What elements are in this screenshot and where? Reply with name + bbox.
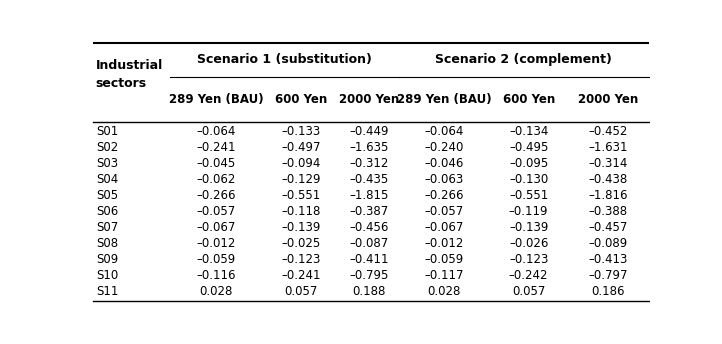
- Text: –0.797: –0.797: [588, 269, 628, 282]
- Text: Industrial
sectors: Industrial sectors: [96, 59, 163, 90]
- Text: –0.059: –0.059: [196, 253, 236, 266]
- Text: S02: S02: [96, 141, 118, 154]
- Text: –0.057: –0.057: [425, 205, 464, 218]
- Text: –0.266: –0.266: [196, 189, 236, 202]
- Text: –0.046: –0.046: [425, 157, 464, 170]
- Text: –0.456: –0.456: [349, 221, 388, 234]
- Text: –0.123: –0.123: [281, 253, 321, 266]
- Text: –0.094: –0.094: [281, 157, 321, 170]
- Text: –0.095: –0.095: [509, 157, 548, 170]
- Text: S05: S05: [96, 189, 118, 202]
- Text: S08: S08: [96, 237, 118, 250]
- Text: 0.057: 0.057: [284, 285, 318, 298]
- Text: –0.064: –0.064: [425, 125, 464, 138]
- Text: –0.130: –0.130: [509, 173, 548, 186]
- Text: S10: S10: [96, 269, 118, 282]
- Text: –0.452: –0.452: [588, 125, 628, 138]
- Text: –0.062: –0.062: [196, 173, 236, 186]
- Text: Scenario 1 (substitution): Scenario 1 (substitution): [197, 53, 372, 66]
- Text: –0.116: –0.116: [196, 269, 236, 282]
- Text: –1.631: –1.631: [588, 141, 628, 154]
- Text: S07: S07: [96, 221, 118, 234]
- Text: –0.067: –0.067: [196, 221, 236, 234]
- Text: –0.241: –0.241: [281, 269, 321, 282]
- Text: Scenario 2 (complement): Scenario 2 (complement): [435, 53, 612, 66]
- Text: S11: S11: [96, 285, 118, 298]
- Text: 289 Yen (BAU): 289 Yen (BAU): [396, 93, 491, 106]
- Text: –0.241: –0.241: [196, 141, 236, 154]
- Text: –0.438: –0.438: [588, 173, 628, 186]
- Text: –0.064: –0.064: [196, 125, 236, 138]
- Text: –0.240: –0.240: [425, 141, 464, 154]
- Text: –0.089: –0.089: [588, 237, 628, 250]
- Text: –0.795: –0.795: [349, 269, 388, 282]
- Text: –0.139: –0.139: [281, 221, 321, 234]
- Text: –0.117: –0.117: [425, 269, 464, 282]
- Text: –0.059: –0.059: [425, 253, 464, 266]
- Text: –0.133: –0.133: [281, 125, 321, 138]
- Text: –0.139: –0.139: [509, 221, 548, 234]
- Text: –0.057: –0.057: [196, 205, 236, 218]
- Text: –0.314: –0.314: [588, 157, 628, 170]
- Text: –0.134: –0.134: [509, 125, 548, 138]
- Text: –0.012: –0.012: [196, 237, 236, 250]
- Text: 600 Yen: 600 Yen: [274, 93, 327, 106]
- Text: –0.551: –0.551: [281, 189, 321, 202]
- Text: –1.816: –1.816: [588, 189, 628, 202]
- Text: 600 Yen: 600 Yen: [503, 93, 554, 106]
- Text: –0.087: –0.087: [349, 237, 388, 250]
- Text: –0.012: –0.012: [425, 237, 464, 250]
- Text: 0.057: 0.057: [512, 285, 545, 298]
- Text: 2000 Yen: 2000 Yen: [578, 93, 638, 106]
- Text: –0.063: –0.063: [425, 173, 464, 186]
- Text: –1.815: –1.815: [349, 189, 388, 202]
- Text: –0.388: –0.388: [588, 205, 628, 218]
- Text: –0.497: –0.497: [281, 141, 321, 154]
- Text: S06: S06: [96, 205, 118, 218]
- Text: S04: S04: [96, 173, 118, 186]
- Text: –0.449: –0.449: [349, 125, 388, 138]
- Text: –0.495: –0.495: [509, 141, 548, 154]
- Text: –0.435: –0.435: [349, 173, 388, 186]
- Text: –0.045: –0.045: [196, 157, 236, 170]
- Text: –0.411: –0.411: [349, 253, 388, 266]
- Text: –0.413: –0.413: [588, 253, 628, 266]
- Text: –1.635: –1.635: [349, 141, 388, 154]
- Text: –0.266: –0.266: [425, 189, 464, 202]
- Text: 2000 Yen: 2000 Yen: [339, 93, 399, 106]
- Text: –0.387: –0.387: [349, 205, 388, 218]
- Text: 0.028: 0.028: [199, 285, 233, 298]
- Text: S01: S01: [96, 125, 118, 138]
- Text: 0.186: 0.186: [591, 285, 625, 298]
- Text: 289 Yen (BAU): 289 Yen (BAU): [169, 93, 264, 106]
- Text: –0.551: –0.551: [509, 189, 548, 202]
- Text: –0.129: –0.129: [281, 173, 321, 186]
- Text: 0.028: 0.028: [427, 285, 461, 298]
- Text: –0.119: –0.119: [509, 205, 549, 218]
- Text: –0.118: –0.118: [281, 205, 321, 218]
- Text: –0.457: –0.457: [588, 221, 628, 234]
- Text: 0.188: 0.188: [352, 285, 386, 298]
- Text: –0.123: –0.123: [509, 253, 548, 266]
- Text: –0.026: –0.026: [509, 237, 548, 250]
- Text: –0.242: –0.242: [509, 269, 549, 282]
- Text: –0.025: –0.025: [281, 237, 321, 250]
- Text: –0.067: –0.067: [425, 221, 464, 234]
- Text: S03: S03: [96, 157, 118, 170]
- Text: S09: S09: [96, 253, 118, 266]
- Text: –0.312: –0.312: [349, 157, 388, 170]
